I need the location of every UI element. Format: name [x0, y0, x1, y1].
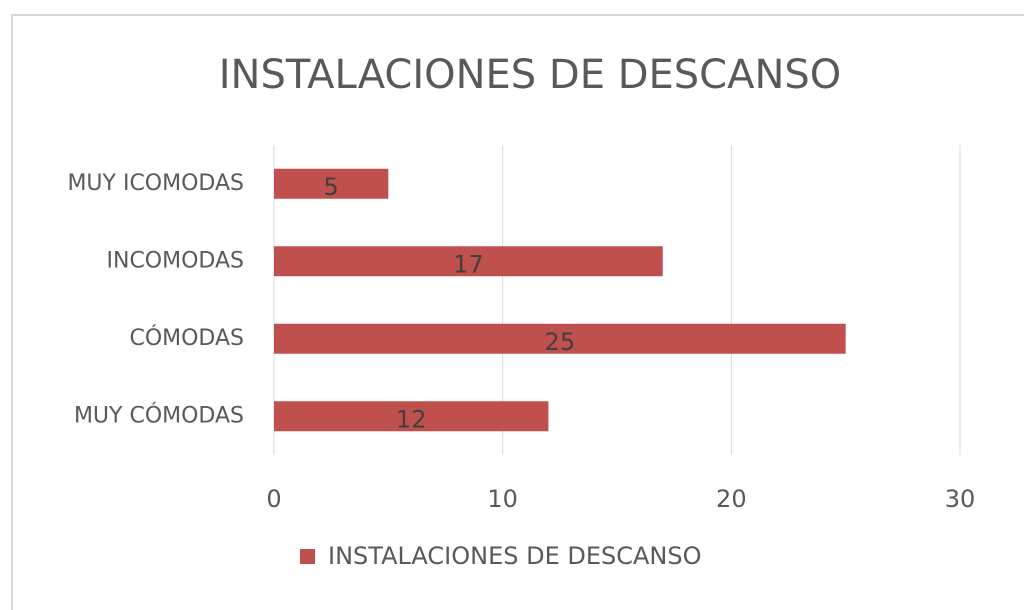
x-tick-label: 30: [945, 485, 976, 513]
bar: [274, 323, 846, 354]
bar: [274, 246, 663, 277]
legend-swatch: [300, 549, 315, 564]
data-label: 25: [545, 328, 576, 356]
x-tick-label: 0: [266, 485, 281, 513]
y-tick-label: MUY CÓMODAS: [74, 402, 244, 428]
bar: [274, 168, 389, 199]
y-tick-label: CÓMODAS: [129, 325, 244, 351]
chart-frame: [11, 14, 1024, 610]
y-tick-label: MUY ICOMODAS: [67, 171, 244, 196]
bar: [274, 401, 549, 432]
legend-label: INSTALACIONES DE DESCANSO: [328, 542, 702, 570]
data-label: 17: [453, 250, 484, 278]
data-label: 5: [324, 173, 339, 201]
y-tick-label: INCOMODAS: [107, 248, 245, 273]
data-label: 12: [396, 405, 427, 433]
x-tick-label: 20: [716, 485, 747, 513]
chart-title: INSTALACIONES DE DESCANSO: [219, 52, 842, 98]
x-tick-label: 10: [487, 485, 518, 513]
